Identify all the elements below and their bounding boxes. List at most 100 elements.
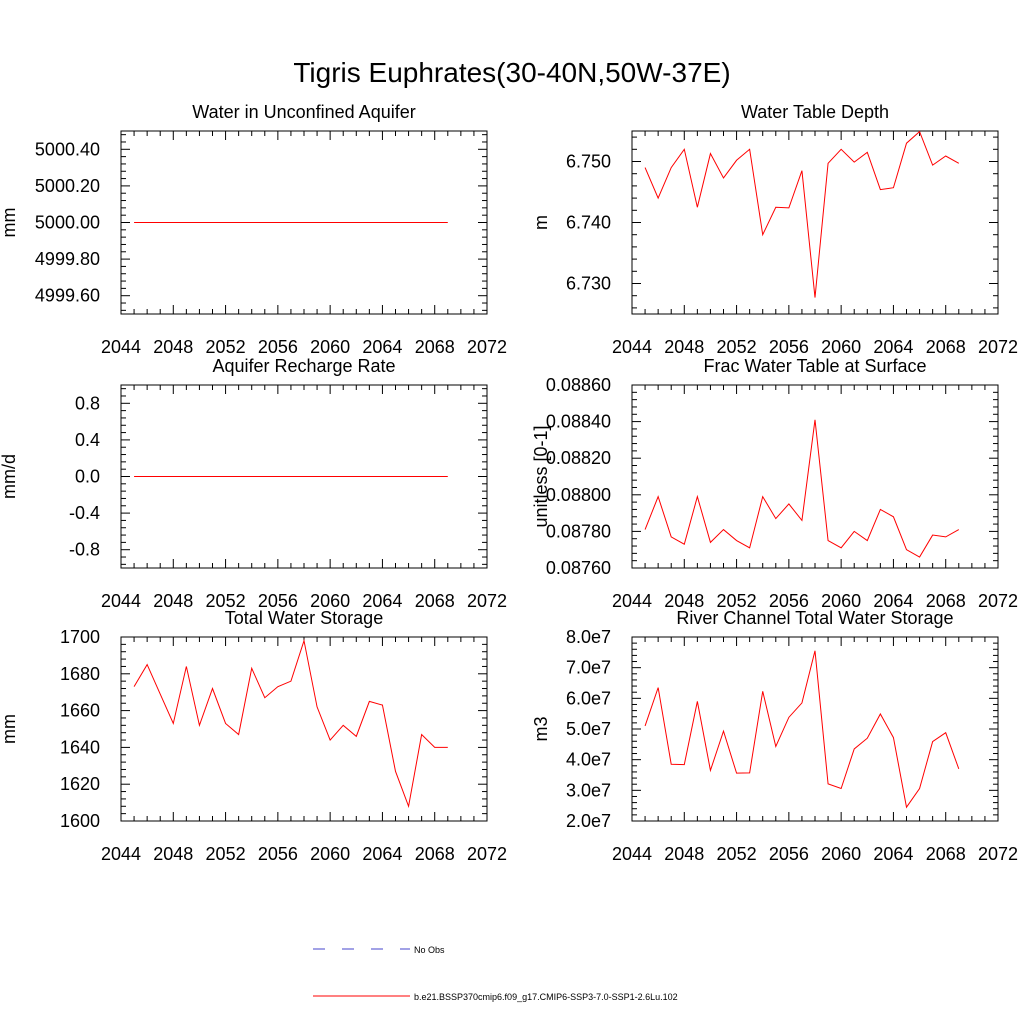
x-tick-label: 2044 [101, 591, 141, 611]
y-tick-label: 6.730 [566, 274, 611, 294]
x-tick-label: 2052 [206, 591, 246, 611]
x-tick-label: 2064 [873, 337, 913, 357]
y-tick-label: 0.08840 [546, 412, 611, 432]
x-tick-label: 2072 [467, 844, 507, 864]
x-tick-label: 2052 [206, 844, 246, 864]
y-tick-label: 1620 [60, 774, 100, 794]
panel-title: Water in Unconfined Aquifer [192, 102, 415, 122]
figure-title: Tigris Euphrates(30-40N,50W-37E) [293, 57, 730, 88]
series-line-model [133, 638, 448, 809]
y-tick-label: 3.0e7 [566, 780, 611, 800]
x-tick-label: 2056 [258, 591, 298, 611]
y-tick-label: 1600 [60, 811, 100, 831]
panel-title: Aquifer Recharge Rate [212, 356, 395, 376]
y-tick-label: 5000.40 [35, 139, 100, 159]
x-tick-label: 2072 [467, 337, 507, 357]
x-tick-label: 2064 [362, 844, 402, 864]
panel-aquifer-recharge-rate: Aquifer Recharge Rate mm/d 2044 2048 2052 205… [0, 356, 507, 611]
x-tick-label: 2060 [821, 844, 861, 864]
x-tick-label: 2068 [415, 337, 455, 357]
x-tick-label: 2068 [926, 844, 966, 864]
y-axis-label: m3 [531, 716, 551, 741]
y-tick-label: 5000.00 [35, 213, 100, 233]
x-tick-label: 2052 [717, 337, 757, 357]
x-tick-label: 2048 [153, 844, 193, 864]
x-tick-label: 2052 [717, 844, 757, 864]
y-axis-label: mm [0, 714, 19, 744]
x-tick-label: 2044 [612, 591, 652, 611]
y-tick-label: 4999.80 [35, 249, 100, 269]
panel-title: Frac Water Table at Surface [703, 356, 926, 376]
panel-total-water-storage: Total Water Storage mm 2044 2048 2052 2056 206… [0, 608, 507, 864]
x-tick-label: 2064 [362, 337, 402, 357]
series-line-model [644, 419, 960, 558]
x-tick-label: 2056 [258, 337, 298, 357]
x-tick-label: 2060 [310, 591, 350, 611]
x-tick-label: 2044 [612, 337, 652, 357]
plot-frame [631, 636, 999, 822]
x-tick-label: 2048 [153, 337, 193, 357]
y-tick-label: 5000.20 [35, 176, 100, 196]
x-tick-label: 2056 [769, 844, 809, 864]
y-tick-label: 4999.60 [35, 286, 100, 306]
panel-water-in-unconfined-aquifer: Water in Unconfined Aquifer mm 2044 2048 205… [0, 102, 507, 357]
y-tick-label: 6.750 [566, 152, 611, 172]
y-tick-label: 1700 [60, 627, 100, 647]
y-tick-label: 5.0e7 [566, 719, 611, 739]
y-tick-label: 0.08760 [546, 558, 611, 578]
y-tick-label: 0.0 [75, 467, 100, 487]
x-tick-label: 2072 [467, 591, 507, 611]
series-line-model [644, 650, 960, 809]
x-tick-label: 2044 [101, 844, 141, 864]
y-tick-label: 2.0e7 [566, 811, 611, 831]
y-tick-label: 0.4 [75, 430, 100, 450]
x-tick-label: 2060 [310, 844, 350, 864]
panel-frac-water-table-at-surface: Frac Water Table at Surface unitless [0-1… [531, 356, 1018, 611]
x-tick-label: 2052 [717, 591, 757, 611]
y-tick-label: 0.08860 [546, 375, 611, 395]
x-tick-label: 2064 [873, 844, 913, 864]
plot-frame [120, 636, 488, 822]
x-tick-label: 2044 [101, 337, 141, 357]
panel-title: Water Table Depth [741, 102, 889, 122]
y-axis-label: mm/d [0, 454, 19, 499]
x-tick-label: 2068 [415, 591, 455, 611]
x-tick-label: 2056 [258, 844, 298, 864]
y-axis-label: unitless [0-1] [531, 425, 551, 527]
x-tick-label: 2072 [978, 591, 1018, 611]
y-tick-label: -0.4 [69, 503, 100, 523]
x-tick-label: 2064 [873, 591, 913, 611]
x-tick-label: 2060 [310, 337, 350, 357]
legend: No Obs b.e21.BSSP370cmip6.f09_g17.CMIP6-… [313, 945, 678, 1002]
panel-water-table-depth: Water Table Depth m 2044 2048 2052 2056 2060 20… [531, 102, 1018, 357]
y-tick-label: -0.8 [69, 540, 100, 560]
y-tick-label: 0.8 [75, 393, 100, 413]
y-tick-label: 6.740 [566, 213, 611, 233]
y-tick-label: 0.08800 [546, 485, 611, 505]
x-tick-label: 2048 [153, 591, 193, 611]
y-tick-label: 0.08820 [546, 448, 611, 468]
x-tick-label: 2048 [664, 591, 704, 611]
y-tick-label: 7.0e7 [566, 658, 611, 678]
x-tick-label: 2044 [612, 844, 652, 864]
x-tick-label: 2072 [978, 337, 1018, 357]
plot-frame [631, 384, 999, 569]
x-tick-label: 2068 [415, 844, 455, 864]
x-tick-label: 2052 [206, 337, 246, 357]
y-tick-label: 6.0e7 [566, 688, 611, 708]
panel-title: River Channel Total Water Storage [676, 608, 953, 628]
y-axis-label: m [531, 215, 551, 230]
x-tick-label: 2068 [926, 591, 966, 611]
legend-label-no-obs: No Obs [414, 945, 445, 955]
x-tick-label: 2064 [362, 591, 402, 611]
y-tick-label: 8.0e7 [566, 627, 611, 647]
y-tick-label: 0.08780 [546, 521, 611, 541]
x-tick-label: 2048 [664, 844, 704, 864]
y-axis-label: mm [0, 208, 19, 238]
x-tick-label: 2060 [821, 337, 861, 357]
y-tick-label: 1640 [60, 737, 100, 757]
x-tick-label: 2060 [821, 591, 861, 611]
x-tick-label: 2068 [926, 337, 966, 357]
